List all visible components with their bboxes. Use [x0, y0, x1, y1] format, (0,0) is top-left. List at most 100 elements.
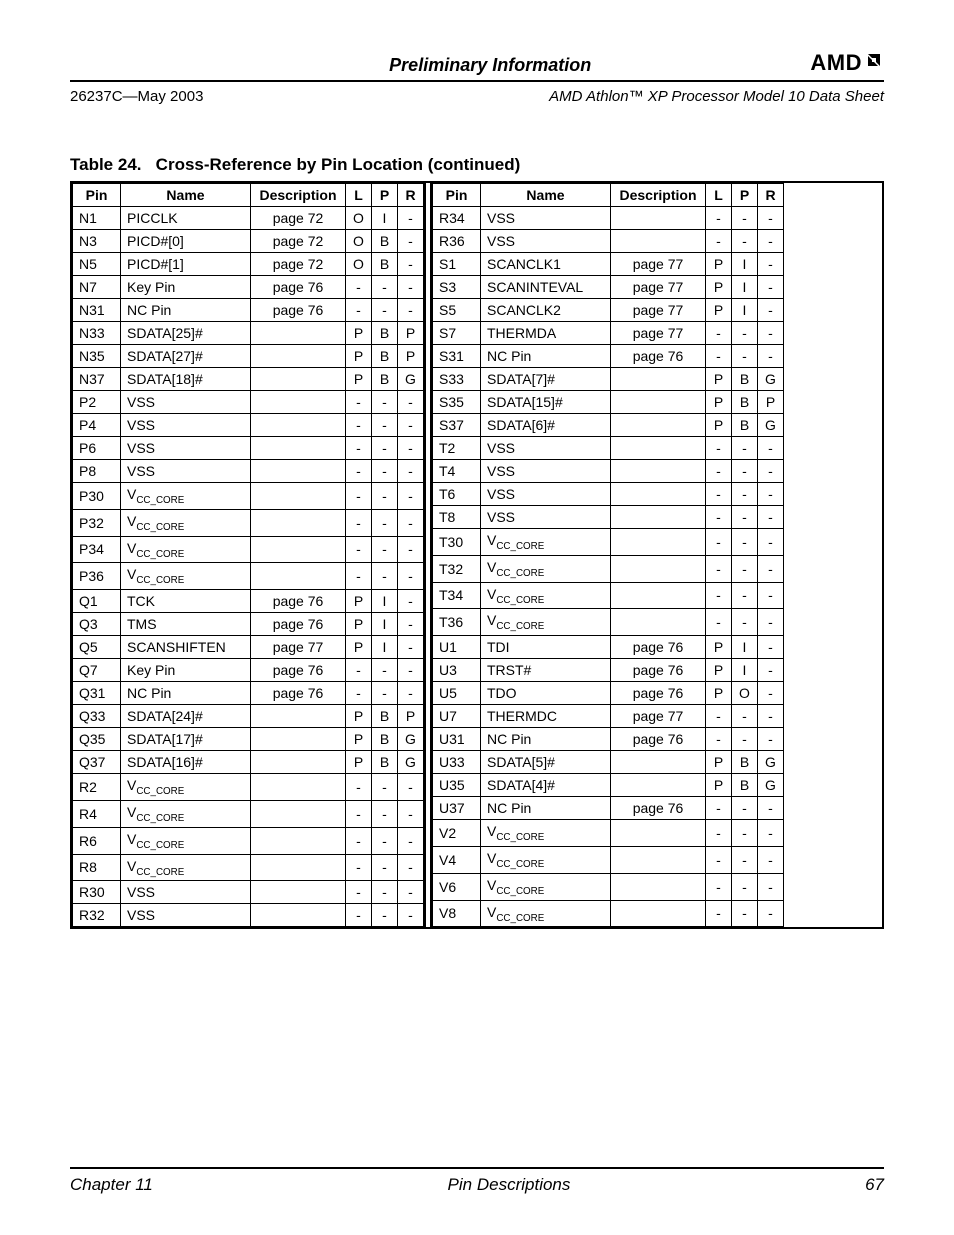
cell-p: -: [372, 299, 398, 322]
cell-r: G: [758, 751, 784, 774]
cell-p: I: [372, 636, 398, 659]
cell-l: P: [706, 774, 732, 797]
cell-name: VSS: [481, 207, 611, 230]
cell-l: P: [346, 613, 372, 636]
cell-name: VCC_CORE: [121, 536, 251, 563]
cell-r: -: [758, 345, 784, 368]
cell-pin: U5: [433, 682, 481, 705]
col-r: R: [758, 184, 784, 207]
cell-name: PICD#[1]: [121, 253, 251, 276]
cell-l: P: [346, 322, 372, 345]
cell-r: G: [758, 414, 784, 437]
cell-pin: P2: [73, 391, 121, 414]
cell-desc: [611, 846, 706, 873]
cell-l: -: [706, 582, 732, 609]
table-row: U37NC Pinpage 76---: [433, 797, 784, 820]
cell-p: -: [732, 609, 758, 636]
cell-pin: Q35: [73, 728, 121, 751]
cell-desc: [611, 900, 706, 927]
cell-l: -: [346, 509, 372, 536]
cell-r: -: [758, 705, 784, 728]
cell-p: -: [732, 900, 758, 927]
cell-pin: Q3: [73, 613, 121, 636]
cell-name: NC Pin: [121, 682, 251, 705]
table-row: P4VSS---: [73, 414, 424, 437]
cell-p: B: [372, 705, 398, 728]
cell-desc: [611, 437, 706, 460]
cell-r: -: [758, 797, 784, 820]
table-row: T2VSS---: [433, 437, 784, 460]
cell-desc: [251, 774, 346, 801]
cell-p: -: [372, 659, 398, 682]
table-row: R36VSS---: [433, 230, 784, 253]
cell-name: VCC_CORE: [481, 820, 611, 847]
cell-name: SDATA[18]#: [121, 368, 251, 391]
cell-desc: page 76: [611, 636, 706, 659]
cell-name: VSS: [121, 904, 251, 927]
cell-pin: U35: [433, 774, 481, 797]
table-row: V6VCC_CORE---: [433, 873, 784, 900]
table-row: R2VCC_CORE---: [73, 774, 424, 801]
cell-name: NC Pin: [481, 345, 611, 368]
cell-p: -: [372, 509, 398, 536]
doc-id: 26237C—May 2003: [70, 88, 203, 105]
cell-pin: N31: [73, 299, 121, 322]
cell-name: NC Pin: [481, 728, 611, 751]
cell-pin: N7: [73, 276, 121, 299]
cell-r: -: [758, 609, 784, 636]
cell-pin: N5: [73, 253, 121, 276]
cell-r: -: [758, 682, 784, 705]
cell-desc: [611, 483, 706, 506]
cell-l: -: [706, 529, 732, 556]
cell-pin: R2: [73, 774, 121, 801]
cell-r: -: [758, 728, 784, 751]
cell-name: VCC_CORE: [481, 582, 611, 609]
cell-name: VCC_CORE: [481, 873, 611, 900]
cell-l: P: [346, 705, 372, 728]
cell-desc: [251, 563, 346, 590]
cell-r: -: [398, 509, 424, 536]
col-pin: Pin: [433, 184, 481, 207]
cell-pin: P34: [73, 536, 121, 563]
cell-desc: [611, 391, 706, 414]
cell-r: -: [758, 276, 784, 299]
table-row: P34VCC_CORE---: [73, 536, 424, 563]
cell-p: -: [372, 774, 398, 801]
col-desc: Description: [611, 184, 706, 207]
cell-desc: [251, 827, 346, 854]
cell-p: -: [732, 207, 758, 230]
cell-pin: R36: [433, 230, 481, 253]
footer-chapter: Chapter 11: [70, 1175, 153, 1195]
cell-name: Key Pin: [121, 659, 251, 682]
cell-pin: T4: [433, 460, 481, 483]
cell-l: -: [346, 827, 372, 854]
cell-pin: V2: [433, 820, 481, 847]
cell-name: VCC_CORE: [481, 900, 611, 927]
cell-l: -: [706, 900, 732, 927]
col-name: Name: [481, 184, 611, 207]
cell-name: SCANSHIFTEN: [121, 636, 251, 659]
cell-pin: P4: [73, 414, 121, 437]
cell-desc: page 76: [251, 682, 346, 705]
cell-name: VCC_CORE: [121, 483, 251, 510]
cell-pin: P6: [73, 437, 121, 460]
table-row: U3TRST#page 76PI-: [433, 659, 784, 682]
table-row: S31NC Pinpage 76---: [433, 345, 784, 368]
cell-l: O: [346, 253, 372, 276]
cell-r: -: [758, 207, 784, 230]
cell-r: -: [398, 854, 424, 881]
table-row: T34VCC_CORE---: [433, 582, 784, 609]
cell-pin: R6: [73, 827, 121, 854]
cell-pin: S37: [433, 414, 481, 437]
cell-p: B: [372, 751, 398, 774]
cell-l: P: [706, 636, 732, 659]
cell-pin: R32: [73, 904, 121, 927]
cell-p: -: [372, 536, 398, 563]
cell-l: -: [706, 873, 732, 900]
cell-r: -: [758, 322, 784, 345]
cell-l: -: [706, 609, 732, 636]
cell-desc: page 72: [251, 230, 346, 253]
table-row: V8VCC_CORE---: [433, 900, 784, 927]
cell-p: -: [372, 682, 398, 705]
cell-name: SDATA[5]#: [481, 751, 611, 774]
